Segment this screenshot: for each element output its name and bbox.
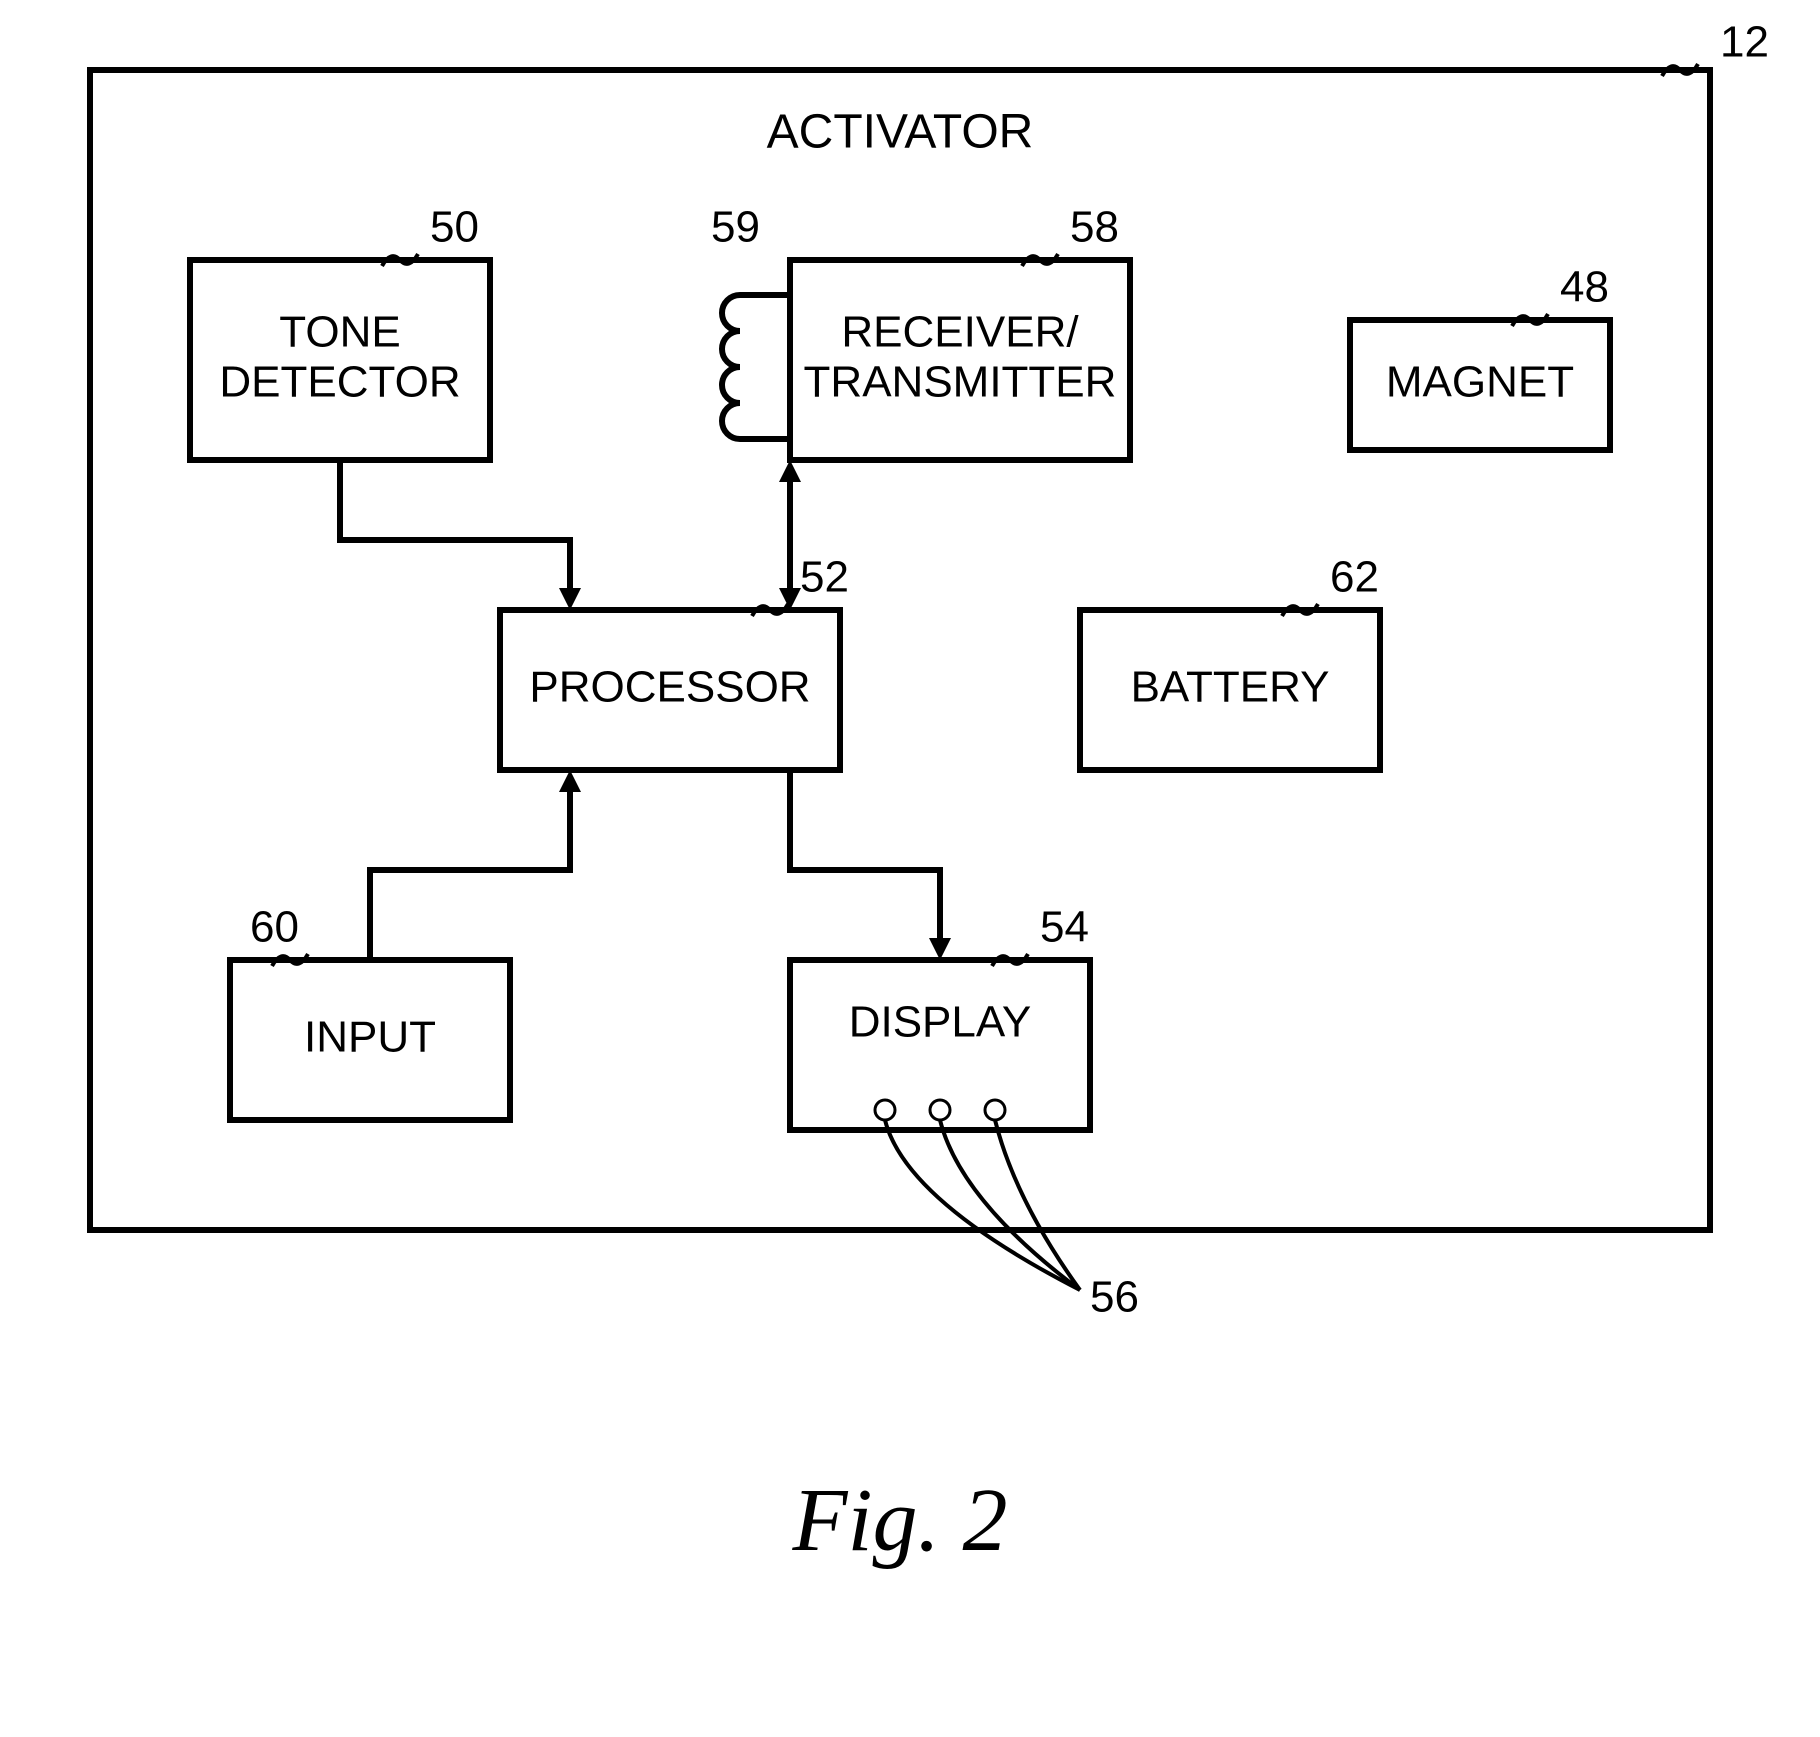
- activator-ref: 12: [1720, 18, 1769, 67]
- magnet-label: MAGNET: [1386, 358, 1574, 407]
- processor-label: PROCESSOR: [529, 663, 810, 712]
- display-led-icon: [985, 1100, 1005, 1120]
- tone_detector-label: DETECTOR: [219, 358, 460, 407]
- figure-caption: Fig. 2: [792, 1471, 1008, 1570]
- receiver-label: TRANSMITTER: [804, 358, 1117, 407]
- receiver-label: RECEIVER/: [841, 308, 1079, 357]
- battery-ref: 62: [1330, 553, 1379, 602]
- input-ref: 60: [250, 903, 299, 952]
- display-leds-ref: 56: [1090, 1273, 1139, 1322]
- activator-title: ACTIVATOR: [767, 106, 1034, 159]
- display-ref: 54: [1040, 903, 1089, 952]
- battery-label: BATTERY: [1131, 663, 1330, 712]
- processor-ref: 52: [800, 553, 849, 602]
- coil-ref: 59: [711, 203, 760, 252]
- display-led-icon: [875, 1100, 895, 1120]
- display-led-icon: [930, 1100, 950, 1120]
- display-label: DISPLAY: [849, 998, 1032, 1047]
- tone_detector-ref: 50: [430, 203, 479, 252]
- magnet-ref: 48: [1560, 263, 1609, 312]
- receiver-ref: 58: [1070, 203, 1119, 252]
- input-label: INPUT: [304, 1013, 436, 1062]
- tone_detector-label: TONE: [279, 308, 400, 357]
